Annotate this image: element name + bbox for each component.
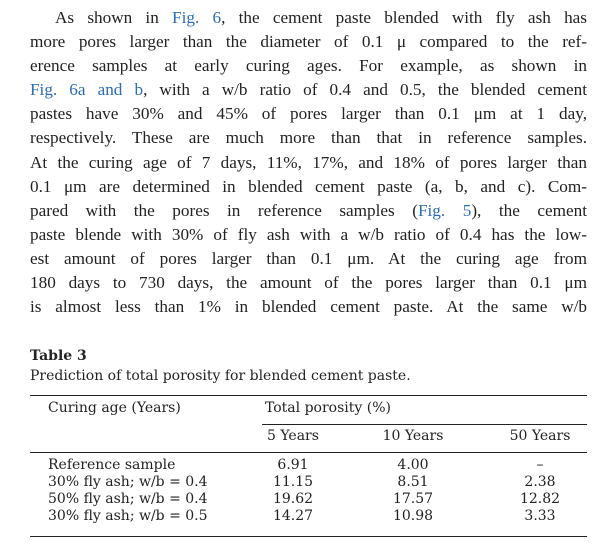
group-header: Total porosity (%) xyxy=(265,400,391,416)
text: , the cement paste blended with fly ash … xyxy=(221,8,587,27)
row-label: Reference sample xyxy=(48,457,176,473)
figure-link[interactable]: Fig. 5 xyxy=(417,200,472,220)
cell: 10.98 xyxy=(392,508,434,524)
column-header: 5 Years xyxy=(267,428,319,444)
text-line: As shown in Fig. 6, the cement paste ble… xyxy=(30,6,587,30)
text: more pores larger than the diameter of 0… xyxy=(30,32,587,52)
text-line: pastes have 30% and 45% of pores larger … xyxy=(30,102,587,126)
cell: 17.57 xyxy=(392,491,434,507)
rule xyxy=(30,452,587,453)
cell: 3.33 xyxy=(524,508,556,524)
figure-link[interactable]: Fig. 6 xyxy=(172,8,222,27)
table-label: Table 3 xyxy=(30,348,87,364)
cell: 12.82 xyxy=(519,491,561,507)
cell: 4.00 xyxy=(397,457,429,473)
text: pastes have 30% and 45% of pores larger … xyxy=(30,104,587,124)
column-header: 50 Years xyxy=(509,428,571,444)
text-line: est amount of pores larger than 0.1 μm. … xyxy=(30,247,587,271)
text: 180 days to 730 days, the amount of the … xyxy=(30,273,587,293)
text: erence samples at early curing ages. For… xyxy=(30,56,587,76)
rule xyxy=(262,424,587,425)
text-line: more pores larger than the diameter of 0… xyxy=(30,30,587,54)
row-label: 50% fly ash; w/b = 0.4 xyxy=(48,491,208,507)
cell: 6.91 xyxy=(277,457,309,473)
text-line: paste blende with 30% of fly ash with a … xyxy=(30,223,587,247)
paragraph: As shown in Fig. 6, the cement paste ble… xyxy=(30,6,587,319)
text: pared with the pores in reference sample… xyxy=(30,200,418,220)
text: est amount of pores larger than 0.1 μm. … xyxy=(30,248,587,268)
text: At the curing age of 7 days, 11%, 17%, a… xyxy=(30,152,587,172)
text-line: Fig. 6a and b, with a w/b ratio of 0.4 a… xyxy=(30,78,587,102)
text-line: 180 days to 730 days, the amount of the … xyxy=(30,271,587,295)
figure-link[interactable]: Fig. 6a and b xyxy=(30,80,144,100)
row-header: Curing age (Years) xyxy=(48,400,181,416)
text-line: 0.1 μm are determined in blended cement … xyxy=(30,175,587,199)
cell: 19.62 xyxy=(272,491,314,507)
text-line: is almost less than 1% in blended cement… xyxy=(30,295,587,319)
rule xyxy=(30,395,587,396)
cell: – xyxy=(536,457,544,473)
rule xyxy=(30,536,587,537)
text-line: erence samples at early curing ages. For… xyxy=(30,54,587,78)
text: , with a w/b ratio of 0.4 and 0.5, the b… xyxy=(143,80,587,100)
text: is almost less than 1% in blended cement… xyxy=(30,297,587,317)
text: respectively. These are much more than t… xyxy=(30,128,587,148)
cell: 8.51 xyxy=(397,474,429,490)
text-line: respectively. These are much more than t… xyxy=(30,126,587,150)
cell: 14.27 xyxy=(272,508,314,524)
text: ), the cement xyxy=(471,200,587,220)
text-line: pared with the pores in reference sample… xyxy=(30,199,587,223)
row-label: 30% fly ash; w/b = 0.5 xyxy=(48,508,208,524)
text: 0.1 μm are determined in blended cement … xyxy=(30,176,587,196)
table-caption: Prediction of total porosity for blended… xyxy=(30,368,411,384)
cell: 11.15 xyxy=(272,474,314,490)
text: paste blende with 30% of fly ash with a … xyxy=(30,224,587,244)
text-line: At the curing age of 7 days, 11%, 17%, a… xyxy=(30,151,587,175)
cell: 2.38 xyxy=(524,474,556,490)
row-label: 30% fly ash; w/b = 0.4 xyxy=(48,474,208,490)
column-header: 10 Years xyxy=(382,428,444,444)
text: As shown in xyxy=(55,8,173,27)
